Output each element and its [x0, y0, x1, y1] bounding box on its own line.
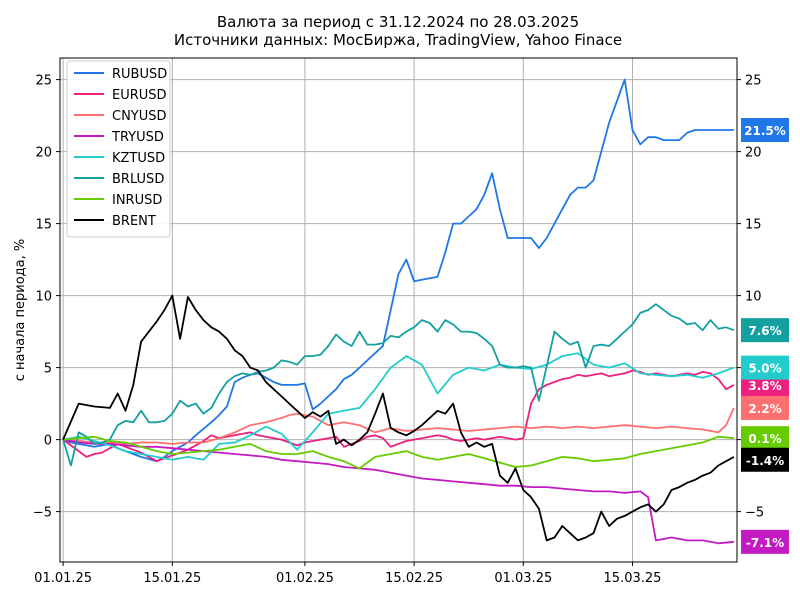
y-tick-label-right: 20: [745, 146, 762, 161]
legend-label-tryusd: TRYUSD: [111, 130, 164, 145]
end-label-text-inrusd: 0.1%: [748, 432, 781, 446]
legend: RUBUSD EURUSD CNYUSD TRYUSD KZTUSD BRLUSD INRU…: [66, 60, 171, 238]
y-tick-label-left: 20: [35, 146, 52, 161]
y-tick-label-right: 15: [745, 218, 762, 233]
x-tick-label: 01.03.25: [494, 571, 552, 586]
end-label-text-kztusd: 5.0%: [748, 362, 781, 376]
series-line-cnyusd: [63, 407, 735, 445]
y-tick-label-left: −5: [33, 506, 52, 521]
series-layer: [62, 78, 735, 545]
y-tick-label-left: 25: [35, 74, 52, 89]
x-tick-label: 15.03.25: [604, 571, 662, 586]
end-label-text-cnyusd: 2.2%: [748, 402, 781, 416]
x-tick-label: 01.01.25: [34, 571, 92, 586]
x-tick-label: 15.02.25: [385, 571, 443, 586]
end-labels: 21.5% 3.8% 2.2% -7.1% 5.0% 7.6% 0.1% -1.4%: [741, 118, 789, 554]
end-label-badge-tryusd: [741, 529, 789, 554]
y-tick-label-left: 10: [35, 290, 52, 305]
y-axis-label: с начала периода, %: [13, 239, 28, 382]
y-tick-label-left: 0: [44, 434, 52, 449]
end-label-text-eurusd: 3.8%: [748, 379, 781, 393]
legend-label-kztusd: KZTUSD: [112, 151, 165, 166]
end-label-text-tryusd: -7.1%: [746, 536, 784, 550]
chart-title: Валюта за период с 31.12.2024 по 28.03.2…: [217, 13, 579, 31]
end-label-text-brent: -1.4%: [746, 454, 784, 468]
legend-box: [66, 60, 171, 238]
end-label-text-brlusd: 7.6%: [748, 324, 781, 338]
y-tick-label-left: 15: [35, 218, 52, 233]
x-tick-label: 01.02.25: [276, 571, 334, 586]
end-label-badge-inrusd: [741, 426, 789, 451]
legend-label-rubusd: RUBUSD: [112, 67, 167, 82]
y-tick-label-left: 5: [44, 362, 52, 377]
y-tick-label-right: 10: [745, 290, 762, 305]
legend-label-brlusd: BRLUSD: [112, 172, 164, 187]
y-tick-label-right: −5: [745, 506, 764, 521]
series-line-brlusd: [62, 303, 735, 467]
end-label-text-rubusd: 21.5%: [744, 124, 786, 138]
series-line-kztusd: [62, 352, 735, 461]
plot-frame: [59, 57, 738, 563]
end-label-badge-cnyusd: [741, 395, 789, 420]
series-line-inrusd: [63, 435, 734, 470]
legend-label-brent: BRENT: [112, 214, 156, 229]
grid-layer: [60, 58, 737, 562]
legend-label-cnyusd: CNYUSD: [112, 109, 167, 124]
chart-subtitle: Источники данных: МосБиржа, TradingView,…: [174, 31, 622, 49]
end-label-badge-kztusd: [741, 355, 789, 380]
series-line-tryusd: [62, 438, 734, 545]
x-tick-label: 15.01.25: [143, 571, 201, 586]
end-label-badge-rubusd: [741, 118, 789, 142]
legend-label-eurusd: EURUSD: [112, 88, 167, 103]
end-label-badge-brent: [741, 447, 789, 472]
legend-label-inrusd: INRUSD: [112, 193, 162, 208]
y-tick-label-right: 25: [745, 74, 762, 89]
series-line-brent: [62, 294, 735, 542]
end-label-badge-brlusd: [741, 318, 789, 343]
